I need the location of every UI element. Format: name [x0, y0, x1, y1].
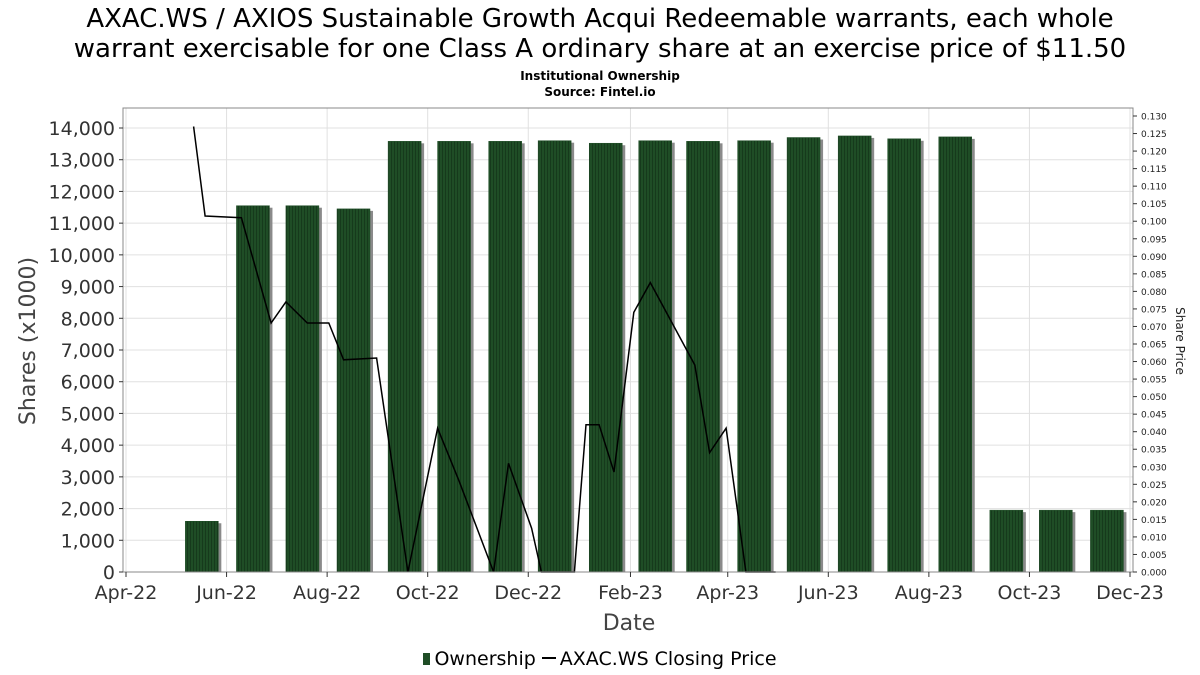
- y2-tick-label: 0.125: [1141, 130, 1167, 140]
- y2-tick-label: 0.090: [1141, 253, 1167, 263]
- x-tick-label: Dec-23: [1096, 582, 1164, 604]
- ownership-bar: [737, 140, 771, 573]
- x-tick-label: Feb-23: [598, 582, 663, 604]
- x-tick-label: Aug-22: [293, 582, 361, 604]
- chart-legend: Ownership AXAC.WS Closing Price: [0, 647, 1200, 671]
- y2-tick-label: 0.065: [1141, 341, 1167, 351]
- y2-tick-label: 0.025: [1141, 481, 1167, 491]
- y-tick-label: 5,000: [61, 403, 115, 425]
- y2-tick-label: 0.020: [1141, 498, 1167, 508]
- y2-tick-label: 0.100: [1141, 218, 1167, 228]
- y-tick-label: 9,000: [61, 277, 115, 299]
- y-tick-label: 3,000: [61, 467, 115, 489]
- x-tick-label: Apr-23: [696, 582, 759, 604]
- ownership-bar: [588, 142, 623, 573]
- y-tick-label: 13,000: [49, 150, 115, 172]
- price-line: [192, 126, 776, 573]
- chart-title-line-1: AXAC.WS / AXIOS Sustainable Growth Acqui…: [86, 4, 1114, 34]
- y-tick-label: 6,000: [61, 372, 115, 394]
- chart-title-line-2: warrant exercisable for one Class A ordi…: [73, 34, 1127, 64]
- y-tick-label: 4,000: [61, 435, 115, 457]
- y-tick-label: 11,000: [49, 213, 115, 235]
- ownership-bar: [989, 509, 1024, 573]
- y-tick-label: 14,000: [49, 118, 115, 140]
- y2-tick-label: 0.085: [1141, 270, 1167, 280]
- ownership-bar: [336, 208, 371, 573]
- y-tick-label: 0: [103, 562, 115, 584]
- y2-tick-label: 0.060: [1141, 358, 1167, 368]
- x-tick-label: Dec-22: [494, 582, 562, 604]
- y2-tick-label: 0.050: [1141, 393, 1167, 403]
- x-tick-label: Jun-23: [797, 582, 859, 604]
- ownership-bar: [537, 140, 572, 573]
- ownership-bar: [938, 136, 972, 573]
- chart-subtitle-line-2: Source: Fintel.io: [544, 85, 656, 99]
- y2-axis-label: Share Price: [1173, 307, 1187, 375]
- ownership-bar: [236, 205, 270, 573]
- y2-tick-label: 0.015: [1141, 516, 1167, 526]
- y2-tick-label: 0.130: [1141, 113, 1167, 123]
- x-tick-label: Oct-22: [396, 582, 460, 604]
- y-tick-label: 7,000: [61, 340, 115, 362]
- legend-price-swatch: [541, 657, 556, 659]
- chart-subtitle-line-1: Institutional Ownership: [520, 69, 680, 83]
- gridlines: [123, 108, 1133, 573]
- ownership-bar: [786, 137, 821, 573]
- x-axis-label: Date: [603, 611, 656, 636]
- x-tick-label: Aug-23: [895, 582, 963, 604]
- ownership-bar: [638, 140, 672, 573]
- y2-tick-label: 0.055: [1141, 376, 1167, 386]
- ownership-bar: [837, 135, 872, 573]
- y-tick-label: 1,000: [61, 530, 115, 552]
- y2-tick-label: 0.120: [1141, 148, 1167, 158]
- ownership-bar: [185, 521, 219, 573]
- legend-ownership-label: Ownership: [434, 648, 536, 670]
- ownership-bar: [285, 205, 320, 573]
- y2-tick-label: 0.030: [1141, 463, 1167, 473]
- chart-title: AXAC.WS / AXIOS Sustainable Growth Acqui…: [0, 4, 1200, 64]
- y-axis-label: Shares (x1000): [16, 257, 41, 425]
- ownership-bar: [437, 141, 471, 573]
- axes: 0 1,000 2,000 3,000 4,000 5,000 6,000 7,000 8,00…: [49, 107, 1167, 604]
- y-tick-label: 2,000: [61, 499, 115, 521]
- y2-tick-label: 0.000: [1141, 569, 1167, 579]
- x-tick-label: Jun-22: [195, 582, 257, 604]
- y2-tick-label: 0.040: [1141, 428, 1167, 438]
- x-tick-label: Oct-23: [997, 582, 1061, 604]
- y2-tick-label: 0.115: [1141, 165, 1167, 175]
- ownership-bar: [1039, 509, 1073, 573]
- y2-tick-label: 0.080: [1141, 288, 1167, 298]
- y2-tick-label: 0.105: [1141, 200, 1167, 210]
- y2-tick-label: 0.095: [1141, 235, 1167, 245]
- legend-ownership-swatch: [423, 653, 431, 665]
- y2-tick-label: 0.045: [1141, 411, 1167, 421]
- ownership-bar: [488, 141, 522, 573]
- closing-price-line: [192, 126, 776, 573]
- ownership-bar: [387, 141, 422, 573]
- y-tick-label: 8,000: [61, 308, 115, 330]
- x-tick-label: Apr-22: [95, 582, 158, 604]
- y2-tick-label: 0.075: [1141, 305, 1167, 315]
- y2-tick-label: 0.010: [1141, 533, 1167, 543]
- legend-price-label: AXAC.WS Closing Price: [559, 648, 777, 670]
- y-tick-label: 12,000: [49, 181, 115, 203]
- y2-tick-label: 0.110: [1141, 183, 1167, 193]
- ownership-bar: [1090, 509, 1124, 573]
- y2-tick-label: 0.005: [1141, 551, 1167, 561]
- y2-tick-label: 0.070: [1141, 323, 1167, 333]
- ownership-bars: [185, 135, 1127, 573]
- y2-tick-label: 0.035: [1141, 446, 1167, 456]
- y-tick-label: 10,000: [49, 245, 115, 267]
- ownership-bar: [887, 138, 921, 573]
- chart-subtitle: Institutional Ownership Source: Fintel.i…: [0, 68, 1200, 100]
- ownership-bar: [686, 141, 720, 573]
- plot-frame: [122, 107, 1134, 573]
